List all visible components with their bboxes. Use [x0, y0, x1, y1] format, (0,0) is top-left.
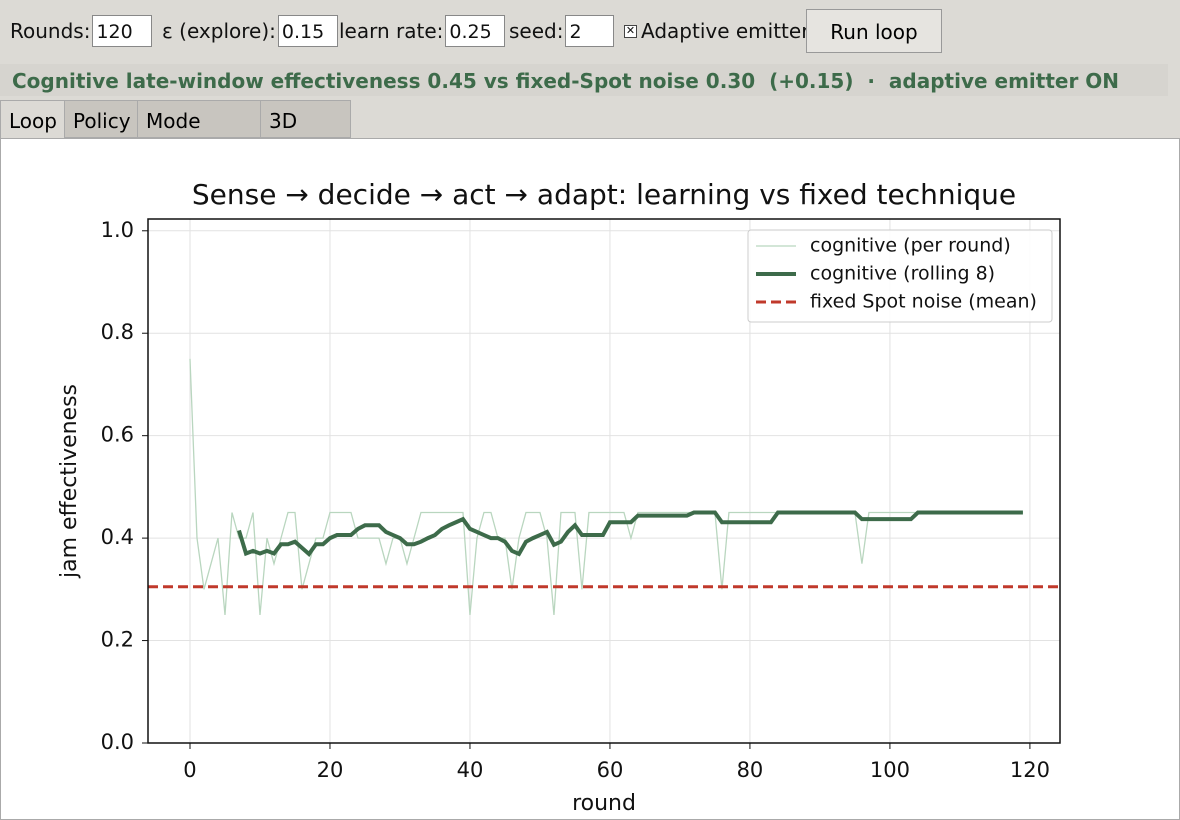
status-text: Cognitive late-window effectiveness 0.45…: [0, 64, 1168, 96]
field-label: seed:: [509, 19, 564, 43]
field-label: Rounds:: [10, 19, 91, 43]
x-tick-label: 40: [457, 758, 484, 782]
plot-frame: [147, 218, 1061, 744]
tab[interactable]: 3D view: [260, 100, 351, 173]
field-learn-rate: learn rate: 0.25: [339, 13, 506, 49]
text-input[interactable]: 120: [92, 15, 153, 47]
x-tick-label: 0: [183, 758, 196, 782]
y-axis-label: jam effectiveness: [57, 384, 82, 579]
series-line: [237, 510, 1023, 557]
field-label: ε (explore):: [162, 19, 276, 43]
chart-title: Sense → decide → act → adapt: learning v…: [192, 178, 1016, 211]
text-input[interactable]: 2: [565, 15, 615, 47]
text-input[interactable]: 0.15: [277, 15, 338, 47]
checkbox-label: Adaptive emitter: [641, 19, 810, 43]
field-seed: seed: 2: [509, 13, 615, 49]
y-tick-label: 1.0: [101, 218, 134, 242]
x-tick-label: 60: [597, 758, 624, 782]
tab[interactable]: Policy: [64, 100, 138, 138]
y-tick-label: 0.0: [101, 730, 134, 754]
x-tick-label: 120: [1010, 758, 1050, 782]
y-tick-label: 0.6: [101, 423, 134, 447]
y-tick-label: 0.4: [101, 525, 134, 549]
y-tick-label: 0.8: [101, 320, 134, 344]
text-input[interactable]: 0.25: [445, 15, 506, 47]
legend-box: [747, 229, 1053, 323]
legend-label: cognitive (rolling 8): [810, 263, 995, 285]
checkbox-adaptive[interactable]: ✕ Adaptive emitter: [624, 13, 809, 49]
field-label: learn rate:: [339, 19, 444, 43]
field-rounds: Rounds: 120: [10, 13, 153, 49]
legend-label: fixed Spot noise (mean): [810, 291, 1037, 313]
x-tick-label: 20: [317, 758, 344, 782]
y-tick-label: 0.2: [101, 628, 134, 652]
x-tick-label: 80: [737, 758, 764, 782]
legend-label: cognitive (per round): [810, 235, 1011, 257]
field-epsilon: ε (explore): 0.15: [162, 13, 338, 49]
x-tick-label: 100: [870, 758, 910, 782]
run-button[interactable]: Run loop: [806, 9, 942, 53]
x-axis-label: round: [572, 791, 636, 816]
tab[interactable]: Loop: [0, 100, 65, 138]
checkbox[interactable]: ✕: [624, 23, 637, 38]
series-line: [189, 358, 1023, 616]
